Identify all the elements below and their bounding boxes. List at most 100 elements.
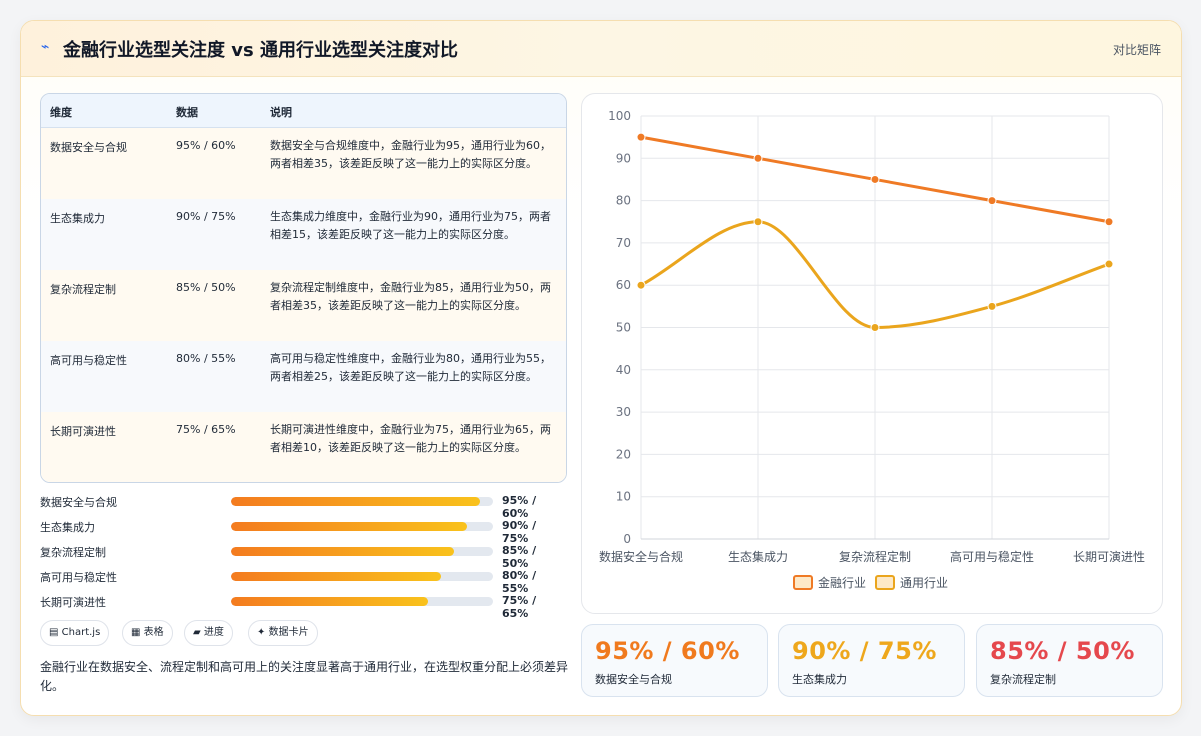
y-tick-label: 70 (616, 236, 631, 250)
table-header: 维度 数据 说明 (41, 94, 566, 128)
table-row: 生态集成力 90% / 75% 生态集成力维度中，金融行业为90，通用行业为75… (41, 199, 566, 271)
y-tick-label: 100 (608, 109, 631, 123)
data-point (636, 132, 646, 142)
y-tick-label: 20 (616, 447, 631, 461)
x-tick-label: 复杂流程定制 (839, 549, 911, 564)
y-tick-label: 80 (616, 194, 631, 208)
x-tick-label: 生态集成力 (728, 549, 788, 564)
row-description: 生态集成力维度中，金融行业为90，通用行业为75，两者相差15，该差距反映了这一… (270, 210, 551, 241)
progress-track (231, 597, 493, 606)
stat-card: 90% / 75% 生态集成力 (778, 624, 965, 697)
data-point (753, 153, 763, 163)
pill-label: 数据卡片 (268, 627, 309, 638)
card-icon: ✦ (257, 627, 266, 638)
comparison-card: ⌁ 金融行业选型关注度 vs 通用行业选型关注度对比 对比矩阵 维度 数据 说明… (20, 20, 1182, 716)
row-description: 高可用与稳定性维度中，金融行业为80，通用行业为55，两者相差25，该差距反映了… (270, 352, 551, 383)
row-value: 95% / 60% (176, 139, 236, 152)
page-title: 金融行业选型关注度 vs 通用行业选型关注度对比 (63, 40, 458, 61)
progress-fill (231, 522, 467, 531)
progress-track (231, 522, 493, 531)
data-point (1104, 217, 1114, 227)
card-header: ⌁ 金融行业选型关注度 vs 通用行业选型关注度对比 对比矩阵 (21, 21, 1181, 77)
legend-swatch (793, 575, 813, 590)
row-description: 复杂流程定制维度中，金融行业为85，通用行业为50，两者相差35，该差距反映了这… (270, 281, 551, 312)
line-chart-panel: 0 10 20 30 40 50 60 70 80 90 100 数据安全与合规 生态集成力 复杂流程定制… (581, 93, 1163, 614)
legend-swatch (875, 575, 895, 590)
column-header-data: 数据 (176, 106, 198, 119)
stat-value: 90% / 75% (792, 637, 937, 665)
table-row: 长期可演进性 75% / 65% 长期可演进性维度中，金融行业为75，通用行业为… (41, 412, 566, 482)
stat-card: 85% / 50% 复杂流程定制 (976, 624, 1163, 697)
x-tick-label: 数据安全与合规 (599, 549, 683, 564)
header-tag: 对比矩阵 (1112, 43, 1161, 57)
stat-card: 95% / 60% 数据安全与合规 (581, 624, 768, 697)
y-tick-label: 40 (616, 363, 631, 377)
progress-label: 高可用与稳定性 (40, 571, 117, 584)
pill-label: 表格 (143, 627, 164, 638)
pill-table[interactable]: ▦ 表格 (122, 620, 173, 646)
progress-row: 复杂流程定制 85% / 50% (40, 542, 566, 570)
summary-text: 金融行业在数据安全、流程定制和高可用上的关注度显著高于通用行业，在选型权重分配上… (40, 660, 569, 693)
y-tick-label: 10 (616, 490, 631, 504)
progress-fill (231, 547, 454, 556)
row-description: 数据安全与合规维度中，金融行业为95，通用行业为60，两者相差35，该差距反映了… (270, 139, 551, 170)
progress-fill (231, 497, 480, 506)
table-row: 高可用与稳定性 80% / 55% 高可用与稳定性维度中，金融行业为80，通用行… (41, 341, 566, 413)
y-tick-label: 90 (616, 151, 631, 165)
row-value: 75% / 65% (176, 423, 236, 436)
row-dimension: 高可用与稳定性 (50, 354, 127, 367)
data-table: 维度 数据 说明 数据安全与合规 95% / 60% 数据安全与合规维度中，金融… (40, 93, 567, 483)
progress-icon: ▰ (193, 627, 201, 638)
y-tick-label: 30 (616, 405, 631, 419)
data-point (636, 280, 646, 290)
progress-value: 75% / 65% (502, 594, 537, 620)
chart-icon: ▤ (49, 627, 59, 638)
table-row: 复杂流程定制 85% / 50% 复杂流程定制维度中，金融行业为85，通用行业为… (41, 270, 566, 342)
pill-progress[interactable]: ▰ 进度 (184, 620, 233, 646)
stat-value: 85% / 50% (990, 637, 1135, 665)
column-header-dimension: 维度 (50, 106, 72, 119)
bolt-icon: ⌁ (41, 39, 50, 55)
stat-label: 复杂流程定制 (990, 673, 1056, 686)
progress-row: 数据安全与合规 95% / 60% (40, 492, 566, 520)
data-point (870, 323, 880, 332)
row-dimension: 复杂流程定制 (50, 283, 116, 296)
progress-value: 80% / 55% (502, 569, 537, 595)
row-description: 长期可演进性维度中，金融行业为75，通用行业为65，两者相差10，该差距反映了这… (270, 423, 551, 454)
row-value: 85% / 50% (176, 281, 236, 294)
progress-value: 90% / 75% (502, 519, 537, 545)
row-value: 90% / 75% (176, 210, 236, 223)
pill-data-card[interactable]: ✦ 数据卡片 (248, 620, 318, 646)
table-icon: ▦ (131, 627, 141, 638)
stat-value: 95% / 60% (595, 637, 740, 665)
stat-label: 生态集成力 (792, 673, 847, 686)
data-point (1104, 259, 1114, 269)
row-value: 80% / 55% (176, 352, 236, 365)
progress-fill (231, 572, 441, 581)
progress-row: 长期可演进性 75% / 65% (40, 592, 566, 620)
progress-label: 复杂流程定制 (40, 546, 106, 559)
legend-label: 金融行业 (818, 575, 866, 590)
row-dimension: 生态集成力 (50, 212, 105, 225)
table-row: 数据安全与合规 95% / 60% 数据安全与合规维度中，金融行业为95，通用行… (41, 128, 566, 200)
pill-label: Chart.js (61, 627, 101, 638)
data-point (870, 174, 880, 184)
progress-value: 95% / 60% (502, 494, 537, 520)
pill-label: 进度 (203, 627, 224, 638)
data-point (987, 301, 997, 311)
y-tick-label: 0 (623, 532, 631, 546)
legend-label: 通用行业 (900, 576, 948, 590)
progress-track (231, 497, 493, 506)
pill-chartjs[interactable]: ▤ Chart.js (40, 620, 110, 646)
progress-label: 长期可演进性 (40, 596, 106, 609)
row-dimension: 长期可演进性 (50, 425, 116, 438)
data-point (753, 217, 763, 227)
progress-track (231, 572, 493, 581)
progress-track (231, 547, 493, 556)
progress-row: 高可用与稳定性 80% / 55% (40, 567, 566, 595)
x-tick-label: 长期可演进性 (1073, 549, 1145, 564)
row-dimension: 数据安全与合规 (50, 141, 127, 154)
column-header-description: 说明 (270, 106, 292, 119)
y-tick-label: 60 (616, 278, 631, 292)
line-chart: 0 10 20 30 40 50 60 70 80 90 100 数据安全与合规 生态集成力 复杂流程定制… (599, 109, 1145, 590)
